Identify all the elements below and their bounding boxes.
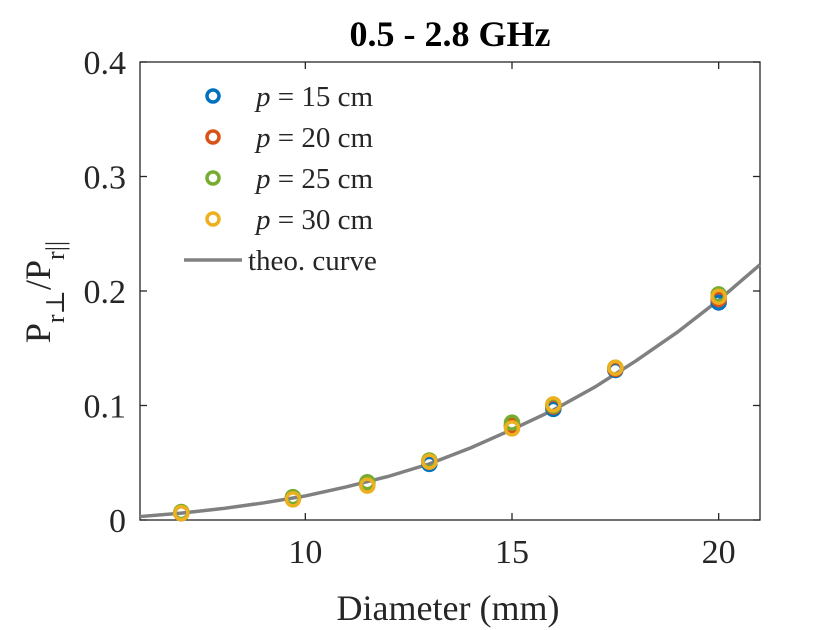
- y-axis-label-text: Pr⊥/Pr||: [18, 241, 70, 343]
- legend-label-3: p = 25 cm: [254, 163, 373, 195]
- y-tick-label: 0.2: [84, 274, 127, 311]
- legend-marker-2: [205, 129, 221, 145]
- legend-label-curve: theo. curve: [248, 245, 377, 277]
- marker-series-4: [503, 420, 521, 437]
- legend-label-2: p = 20 cm: [254, 122, 373, 154]
- legend: p = 15 cm p = 20 cm p = 25 cm p = 30 cm theo…: [184, 81, 377, 277]
- marker-series-4: [710, 288, 727, 305]
- legend-marker-4: [205, 211, 221, 227]
- marker-series-4: [607, 359, 624, 376]
- plot-area: [139, 61, 761, 521]
- y-tick-label: 0.4: [84, 45, 127, 82]
- ticks: 10 15 20 0 0.1 0.2 0.3 0.4: [84, 45, 760, 571]
- y-label-slash: /P: [18, 260, 58, 290]
- markers: [173, 286, 727, 522]
- marker-series-4: [359, 477, 376, 494]
- theo-curve-line: [139, 263, 762, 519]
- chart-title: 0.5 - 2.8 GHz: [350, 14, 551, 54]
- legend-label-1: p = 15 cm: [254, 81, 373, 113]
- x-tick-label: 10: [288, 534, 322, 571]
- x-axis-label: Diameter (mm): [337, 588, 560, 628]
- axes-box: [139, 61, 761, 521]
- x-tick-label: 15: [495, 534, 529, 571]
- marker-series-4: [545, 396, 562, 413]
- y-axis-label: Pr⊥/Pr||: [18, 241, 70, 343]
- marker-series-4: [284, 491, 302, 508]
- y-tick-label: 0.1: [84, 389, 127, 426]
- marker-series-4: [421, 453, 438, 470]
- y-label-sub1: r⊥: [41, 290, 70, 323]
- marker-series-3: [503, 414, 521, 431]
- marker-series-4: [173, 504, 190, 522]
- y-tick-label: 0.3: [84, 160, 127, 197]
- legend-label-4: p = 30 cm: [254, 204, 373, 236]
- y-label-sub2: r||: [41, 241, 70, 260]
- y-tick-label: 0: [109, 503, 126, 540]
- x-tick-label: 20: [702, 534, 736, 571]
- curve-layer: [139, 263, 762, 519]
- legend-marker-3: [205, 170, 221, 186]
- legend-marker-1: [205, 88, 221, 104]
- y-label-main: P: [18, 323, 58, 343]
